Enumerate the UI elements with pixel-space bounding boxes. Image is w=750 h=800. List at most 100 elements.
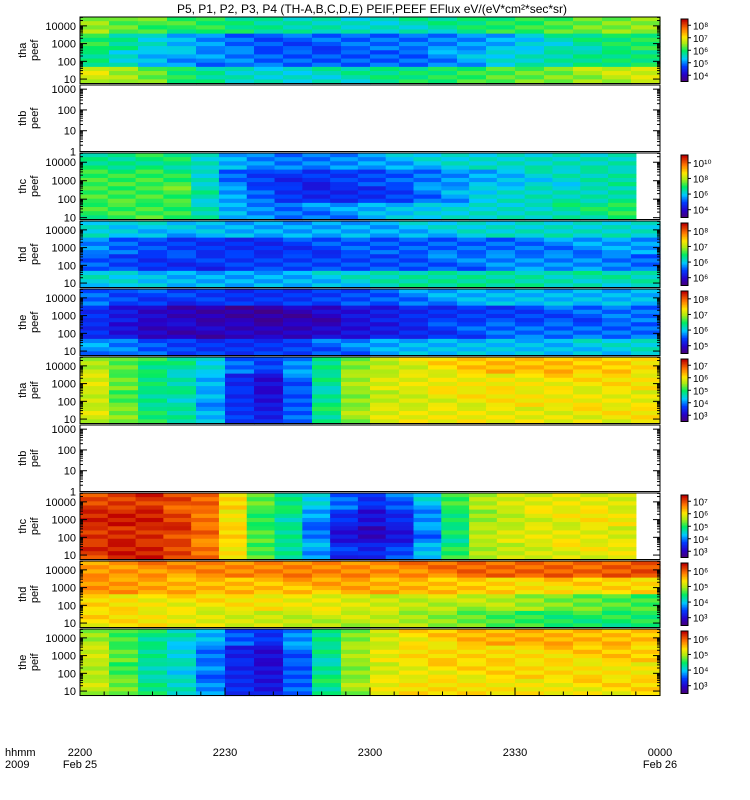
spectrogram-cell	[631, 305, 661, 311]
spectrogram-cell	[80, 37, 110, 43]
spectrogram-cell	[274, 194, 303, 200]
spectrogram-cell	[469, 526, 498, 532]
spectrogram-cell	[283, 50, 313, 56]
spectrogram-cell	[573, 610, 603, 616]
spectrogram-cell	[225, 361, 255, 366]
colorbar-swatch	[681, 33, 688, 36]
spectrogram-cell	[138, 58, 168, 64]
spectrogram-cell	[330, 194, 359, 200]
spectrogram-cell	[225, 402, 255, 408]
colorbar-swatch	[681, 552, 688, 555]
colorbar-swatch	[681, 501, 688, 504]
spectrogram-cell	[602, 565, 632, 570]
spectrogram-cell	[441, 211, 470, 216]
spectrogram-cell	[138, 674, 168, 680]
x-tick-label: 2230	[213, 747, 237, 759]
colorbar-swatch	[681, 567, 688, 570]
spectrogram-cell	[80, 233, 110, 239]
y-tick-label: 1000	[52, 424, 76, 436]
spectrogram-cell	[274, 509, 303, 515]
colorbar-swatch	[681, 164, 688, 167]
colorbar-swatch	[681, 159, 688, 162]
spectrogram-cell	[341, 402, 371, 408]
spectrogram-cell	[580, 522, 609, 527]
spectrogram-cell	[341, 683, 371, 688]
colorbar-swatch	[681, 73, 688, 76]
spectrogram-cell	[457, 581, 487, 587]
spectrogram-cell	[109, 279, 139, 284]
spectrogram-cell	[602, 330, 632, 336]
spectrogram-cell	[370, 590, 400, 595]
spectrogram-cell	[486, 351, 516, 357]
spectrogram-cell	[496, 198, 526, 204]
spectrogram-cell	[544, 606, 574, 612]
spectrogram-cell	[218, 198, 248, 204]
spectrogram-cell	[80, 165, 109, 171]
spectrogram-cell	[573, 338, 603, 344]
spectrogram-cell	[196, 313, 226, 319]
spectrogram-cell	[608, 547, 637, 552]
spectrogram-cell	[608, 211, 637, 216]
spectrogram-cell	[283, 369, 313, 375]
spectrogram-cell	[544, 50, 574, 56]
spectrogram-cell	[457, 594, 487, 600]
colorbar-swatch	[681, 687, 688, 690]
spectrogram-cell	[552, 190, 581, 196]
spectrogram-cell	[274, 215, 303, 221]
spectrogram-cell	[399, 37, 429, 43]
colorbar-swatch	[681, 684, 688, 687]
spectrogram-cell	[385, 542, 415, 548]
spectrogram-cell	[254, 561, 284, 566]
spectrogram-cell	[341, 301, 371, 307]
colorbar-swatch	[681, 690, 688, 693]
spectrogram-cell	[370, 29, 400, 35]
spectrogram-cell	[544, 41, 574, 47]
spectrogram-cell	[370, 633, 400, 638]
spectrogram-cell	[283, 293, 313, 298]
spectrogram-cell	[246, 509, 276, 515]
spectrogram-cell	[283, 623, 313, 629]
spectrogram-cell	[486, 293, 516, 298]
spectrogram-cell	[163, 493, 192, 498]
spectrogram-cell	[544, 275, 574, 280]
spectrogram-cell	[167, 637, 197, 643]
spectrogram-cell	[107, 177, 137, 183]
spectrogram-cell	[225, 254, 255, 260]
spectrogram-cell	[602, 381, 632, 387]
spectrogram-cell	[602, 233, 632, 239]
spectrogram-cell	[135, 173, 164, 179]
spectrogram-cell	[428, 590, 458, 595]
spectrogram-cell	[441, 538, 470, 544]
spectrogram-cell	[602, 577, 632, 583]
spectrogram-cell	[283, 394, 313, 400]
spectrogram-cell	[283, 62, 313, 68]
spectrogram-cell	[602, 250, 632, 255]
spectrogram-cell	[399, 297, 429, 303]
spectrogram-cell	[225, 678, 255, 684]
spectrogram-cell	[428, 602, 458, 608]
spectrogram-cell	[80, 161, 109, 167]
spectrogram-cell	[107, 513, 137, 519]
spectrogram-cell	[254, 318, 284, 323]
spectrogram-cell	[573, 254, 603, 260]
spectrogram-cell	[631, 585, 661, 591]
spectrogram-cell	[330, 513, 359, 519]
spectrogram-cell	[283, 619, 313, 624]
spectrogram-cell	[580, 165, 609, 171]
colorbar-swatch	[681, 238, 688, 241]
colorbar-swatch	[681, 399, 688, 402]
spectrogram-cell	[385, 551, 415, 556]
spectrogram-cell	[399, 569, 429, 575]
spectrogram-cell	[225, 266, 255, 272]
colorbar-swatch	[681, 518, 688, 521]
spectrogram-cell	[109, 275, 139, 280]
spectrogram-cell	[254, 645, 284, 651]
spectrogram-cell	[469, 534, 498, 540]
spectrogram-cell	[135, 501, 164, 507]
spectrogram-cell	[399, 581, 429, 587]
spectrogram-cell	[341, 602, 371, 608]
spectrogram-cell	[274, 173, 303, 179]
spectrogram-cell	[370, 581, 400, 587]
spectrogram-cell	[225, 561, 255, 566]
colorbar-swatch	[681, 167, 688, 170]
